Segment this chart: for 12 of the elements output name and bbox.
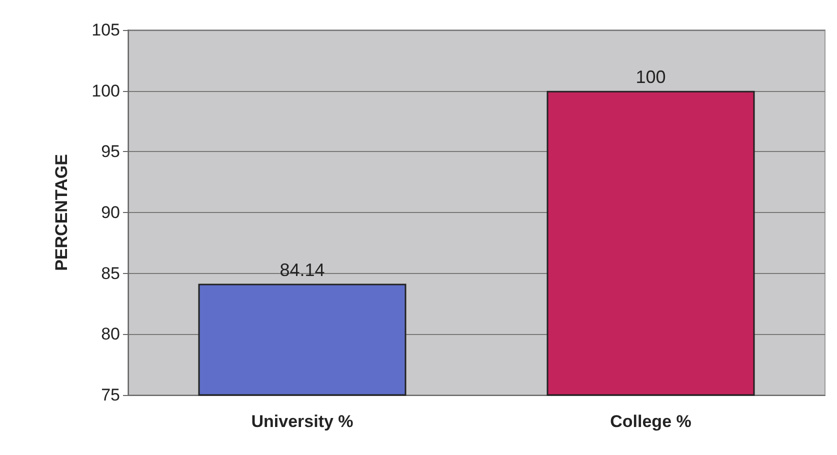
x-tick-label: College % — [610, 412, 692, 431]
y-tick-label: 85 — [101, 264, 120, 283]
y-tick-label: 105 — [92, 20, 120, 40]
data-label: 100 — [636, 66, 666, 87]
y-tick-label: 100 — [92, 81, 120, 100]
y-tick-label: 90 — [101, 203, 120, 222]
y-tick-label: 75 — [101, 386, 120, 404]
data-label: 84.14 — [280, 260, 325, 280]
x-tick-label: University % — [251, 412, 354, 431]
y-axis-title: PERCENTAGE — [52, 154, 71, 271]
y-tick-label: 80 — [101, 324, 120, 344]
y-tick-label: 95 — [101, 142, 120, 162]
